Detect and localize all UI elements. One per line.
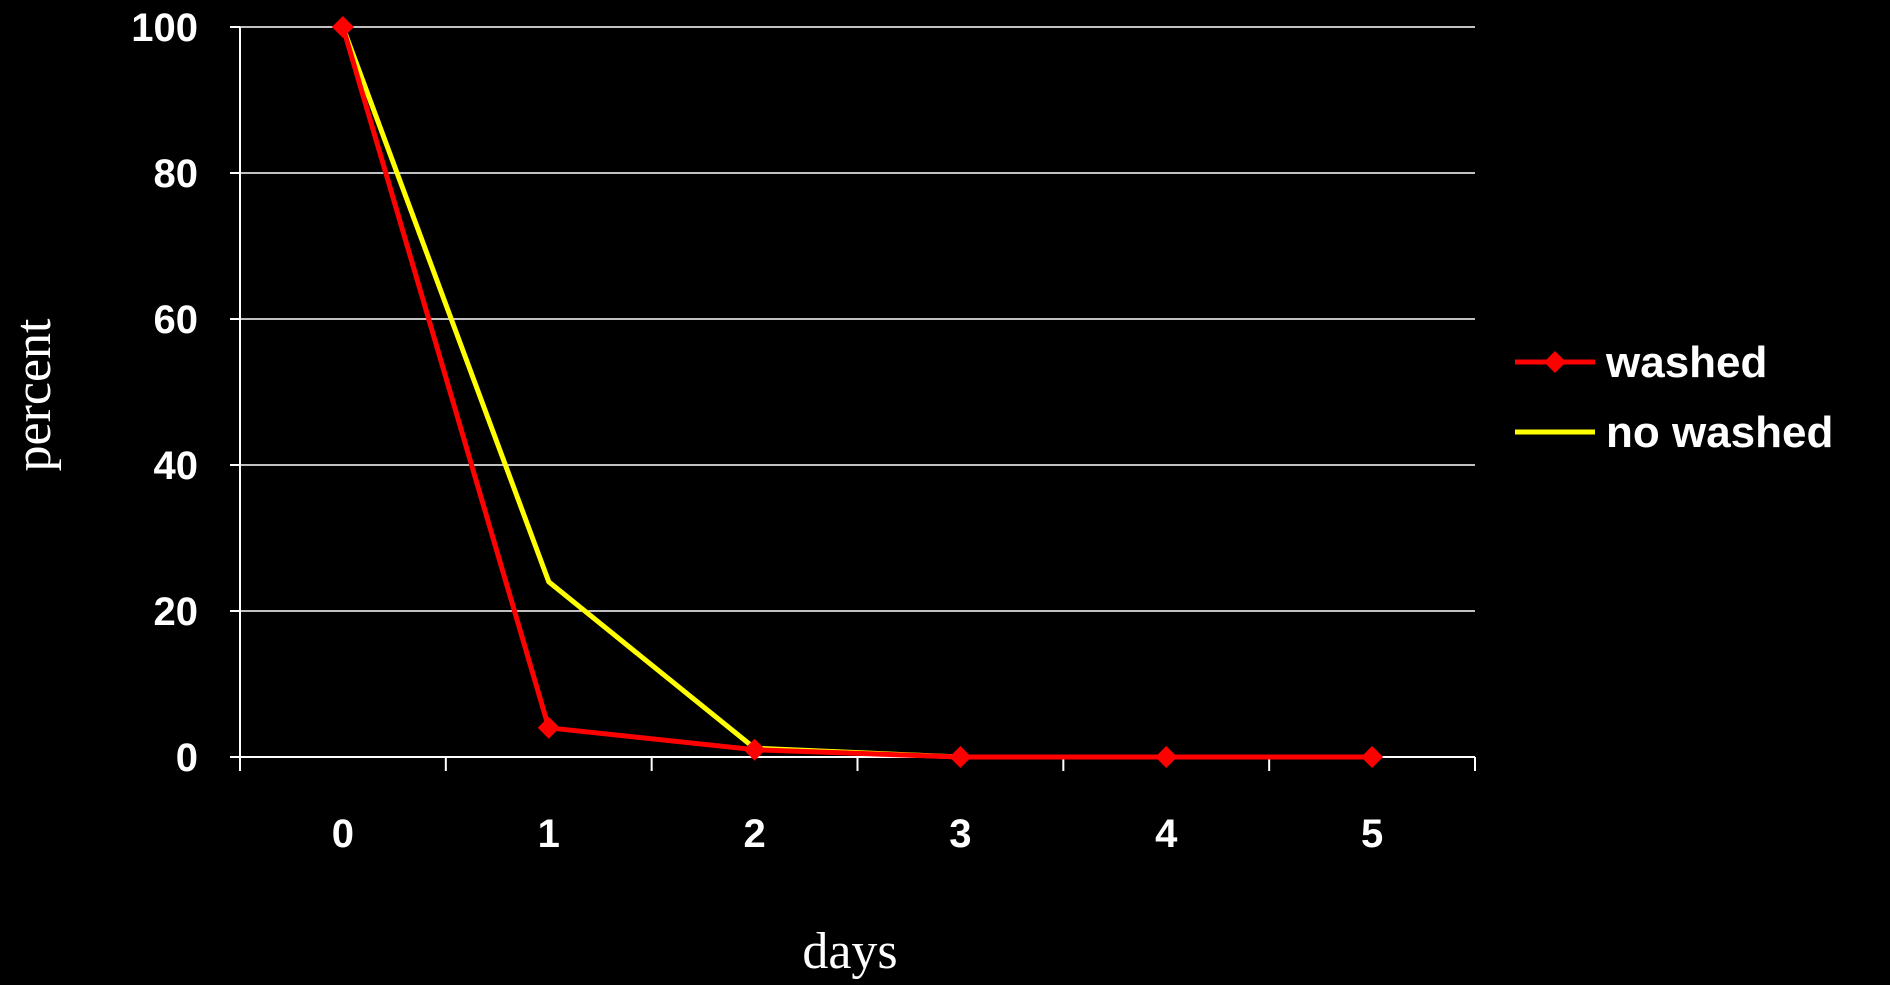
x-tick-label: 4 bbox=[1155, 812, 1178, 856]
x-axis-title: days bbox=[802, 923, 897, 980]
data-point-washed bbox=[537, 716, 560, 739]
data-point-washed bbox=[1155, 746, 1178, 768]
axes bbox=[230, 26, 1476, 771]
x-tick-label: 1 bbox=[538, 812, 560, 856]
series-line-washed bbox=[340, 26, 1373, 760]
legend-marker bbox=[1544, 351, 1566, 373]
x-tick-label: 2 bbox=[743, 812, 765, 856]
y-tick-label: 20 bbox=[154, 590, 199, 634]
legend-label: washed bbox=[1605, 338, 1767, 387]
series bbox=[331, 16, 1384, 768]
x-tick-labels: 0 1 2 3 4 5 bbox=[332, 812, 1383, 856]
series-line-no-washed bbox=[340, 26, 1373, 760]
y-tick-labels: 0 20 40 60 80 100 bbox=[131, 6, 198, 780]
y-tick-label: 0 bbox=[176, 736, 198, 780]
y-tick-label: 100 bbox=[131, 6, 198, 50]
y-tick-label: 80 bbox=[154, 152, 199, 196]
data-point-washed bbox=[743, 738, 766, 761]
y-tick-label: 60 bbox=[154, 298, 199, 342]
x-tick-label: 0 bbox=[332, 812, 354, 856]
legend: washed no washed bbox=[1515, 338, 1833, 457]
y-tick-label: 40 bbox=[154, 444, 199, 488]
gridlines bbox=[240, 26, 1475, 612]
data-point-washed bbox=[1361, 746, 1384, 768]
data-point-washed bbox=[949, 746, 972, 768]
y-axis-title: percent bbox=[5, 318, 62, 472]
data-point-washed bbox=[331, 16, 354, 38]
x-tick-label: 3 bbox=[949, 812, 971, 856]
x-tick-label: 5 bbox=[1361, 812, 1383, 856]
legend-label: no washed bbox=[1606, 408, 1833, 457]
